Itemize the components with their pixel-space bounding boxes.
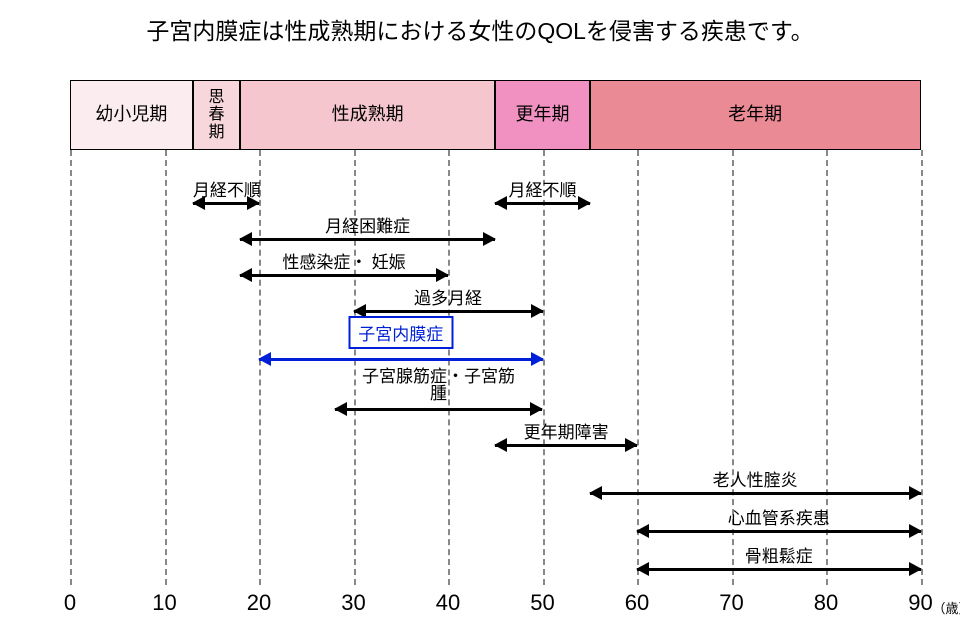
axis-tick-80: 80: [814, 590, 838, 616]
life-stage-2: 性成熟期: [240, 80, 495, 150]
condition-label-10: 骨粗鬆症: [637, 542, 921, 567]
life-stage-4: 老年期: [590, 80, 921, 150]
timeline-chart: 幼小児期思春期性成熟期更年期老年期0102030405060708090（歳）月…: [70, 80, 930, 610]
condition-label-7: 更年期障害: [495, 418, 637, 443]
condition-10: 骨粗鬆症: [637, 546, 921, 584]
condition-6: 子宮腺筋症・子宮筋腫: [335, 378, 543, 416]
condition-label-8: 老人性腟炎: [590, 466, 921, 491]
condition-label-3: 性感染症・ 妊娠: [240, 248, 448, 273]
axis-tick-20: 20: [247, 590, 271, 616]
condition-9: 心血管系疾患: [637, 508, 921, 546]
axis-unit: （歳）: [933, 598, 960, 617]
life-stage-3: 更年期: [495, 80, 590, 150]
axis-tick-50: 50: [530, 590, 554, 616]
gridline-90: [921, 150, 923, 585]
condition-label-2: 月経困難症: [240, 212, 495, 237]
condition-label-1: 月経不順: [495, 176, 590, 201]
axis-tick-90: 90: [908, 590, 932, 616]
condition-1: 月経不順: [495, 180, 590, 218]
gridline-10: [165, 150, 167, 585]
axis-tick-30: 30: [341, 590, 365, 616]
condition-highlight-box: 子宮内膜症: [348, 316, 453, 349]
chart-title: 子宮内膜症は性成熟期における女性のQOLを侵害する疾患です。: [0, 12, 960, 46]
life-stage-0: 幼小児期: [70, 80, 193, 150]
condition-8: 老人性腟炎: [590, 470, 921, 508]
gridline-0: [70, 150, 72, 585]
condition-label-9: 心血管系疾患: [637, 504, 921, 529]
axis-tick-60: 60: [625, 590, 649, 616]
life-stage-1: 思春期: [193, 80, 240, 150]
axis-tick-70: 70: [719, 590, 743, 616]
condition-7: 更年期障害: [495, 422, 637, 460]
condition-label-6: 子宮腺筋症・子宮筋腫: [335, 368, 543, 402]
condition-label-4: 過多月経: [354, 284, 543, 309]
axis-tick-10: 10: [152, 590, 176, 616]
axis-tick-40: 40: [436, 590, 460, 616]
condition-5: 子宮内膜症: [259, 330, 543, 368]
axis-tick-0: 0: [64, 590, 76, 616]
